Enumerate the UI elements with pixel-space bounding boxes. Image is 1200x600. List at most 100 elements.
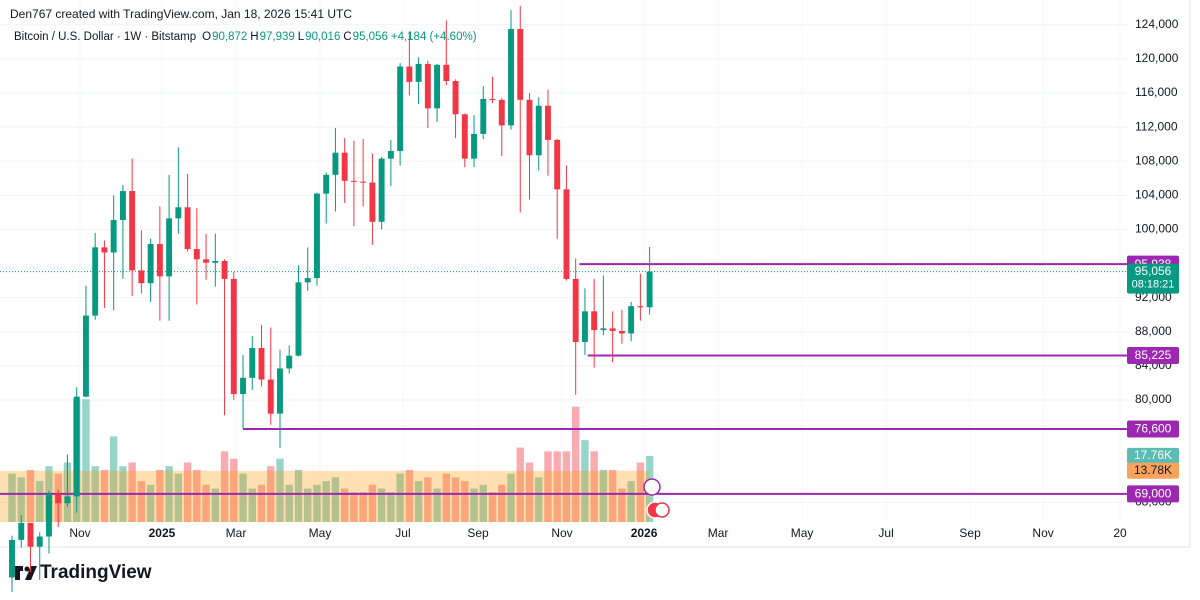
volume-bar [479, 484, 487, 522]
last-price-label: 95,056 [1135, 264, 1172, 278]
candle-body [73, 396, 80, 497]
candle-body [646, 271, 653, 308]
candle-body [461, 114, 468, 159]
volume-bar [451, 477, 460, 522]
countdown: 08:18:21 [1132, 279, 1175, 291]
volume-ma-label: 13.78K [1134, 463, 1172, 477]
last-price-box [1127, 263, 1179, 294]
volume-bar [230, 458, 238, 522]
candle-body [175, 207, 182, 219]
candle-body [193, 249, 200, 260]
volume-bar [17, 477, 25, 522]
volume-ma-area [0, 470, 650, 522]
legend-key: L [297, 31, 305, 43]
candle-body [110, 220, 117, 253]
candle-body [203, 259, 210, 263]
volume-bar [525, 462, 534, 522]
x-tick-label: Jul [395, 526, 410, 540]
x-tick-label: Sep [959, 526, 981, 540]
candle-body [526, 99, 533, 156]
candle-body [508, 29, 514, 126]
candle-body [591, 311, 598, 331]
candle-body [304, 278, 311, 283]
candle-body [378, 158, 385, 222]
subtitle: Den767 created with TradingView.com, Jan… [10, 7, 352, 21]
volume-bar [350, 492, 358, 522]
volume-bar [507, 473, 515, 522]
candle-body [554, 139, 561, 190]
candle-body [184, 207, 191, 250]
candle-body [609, 328, 616, 331]
candle-body [129, 191, 136, 271]
candle-body [240, 377, 246, 395]
x-tick-label: Nov [551, 526, 572, 540]
x-tick-label: 2026 [631, 526, 658, 540]
candle-body [471, 133, 477, 159]
candle-body [628, 306, 635, 334]
candle-body [27, 522, 34, 547]
volume-bar [276, 458, 284, 522]
volume-bar [340, 488, 349, 522]
volume-bar [156, 469, 164, 522]
x-tick-label: Nov [1032, 526, 1053, 540]
logo [11, 566, 37, 580]
candle-body [166, 218, 173, 277]
logo-mark [25, 566, 37, 580]
volume-bar [553, 451, 561, 522]
candle-body [443, 64, 450, 82]
event-icon[interactable] [643, 478, 661, 496]
candle-body [9, 539, 15, 578]
candle-body [572, 278, 579, 343]
volume-bar [220, 451, 229, 522]
volume-bar [618, 488, 626, 522]
volume-bar [433, 488, 441, 522]
legend-key: O [202, 31, 212, 43]
candle-body [18, 522, 25, 540]
x-tick-label: May [791, 526, 814, 540]
level-label-box [1127, 346, 1179, 364]
candle-body [517, 29, 524, 100]
legend-key: H [250, 31, 259, 43]
volume-bar [183, 462, 192, 522]
volume-bar [470, 488, 478, 522]
level-label-box [1127, 485, 1179, 503]
volume-bar [359, 492, 367, 522]
volume-bar [590, 451, 598, 522]
level-label: 85,225 [1135, 348, 1172, 362]
candle-body [295, 282, 302, 356]
candle-body [82, 315, 89, 397]
y-tick-label: 124,000 [1135, 17, 1179, 31]
volume-bar [498, 484, 506, 522]
logo-mark [24, 566, 30, 572]
logo-mark [15, 566, 20, 580]
volume-bar [211, 488, 220, 522]
volume-label: 17.76K [1134, 448, 1172, 462]
volume-pane [0, 399, 654, 522]
candle-body [92, 247, 99, 316]
candle-body [498, 99, 505, 126]
volume-label-box [1127, 447, 1179, 464]
legend-key: C [343, 31, 352, 43]
volume-bar [414, 481, 423, 522]
volume-bar [128, 462, 136, 522]
volume-bar [424, 477, 432, 522]
candle-body [64, 496, 71, 504]
brand: TradingView [40, 562, 152, 583]
volume-bar [257, 484, 266, 522]
candle-body [323, 174, 330, 194]
event-icon[interactable] [654, 502, 670, 518]
candle-body [119, 191, 126, 221]
legend-change: +4,184 (+4.60%) [390, 31, 477, 43]
y-tick-label: 100,000 [1135, 222, 1179, 236]
volume-bar [322, 481, 330, 522]
legend-value: 90,016 [305, 31, 341, 43]
volume-bar [26, 469, 35, 522]
candle-body [415, 63, 422, 82]
volume-bar [516, 447, 524, 522]
candle-body [286, 355, 293, 369]
volume-bar [285, 484, 293, 522]
symbol-title: Bitcoin / U.S. Dollar · 1W · Bitstamp [14, 31, 197, 43]
candle-body [147, 243, 154, 284]
candle-body [397, 66, 404, 151]
volume-bar [109, 436, 118, 522]
